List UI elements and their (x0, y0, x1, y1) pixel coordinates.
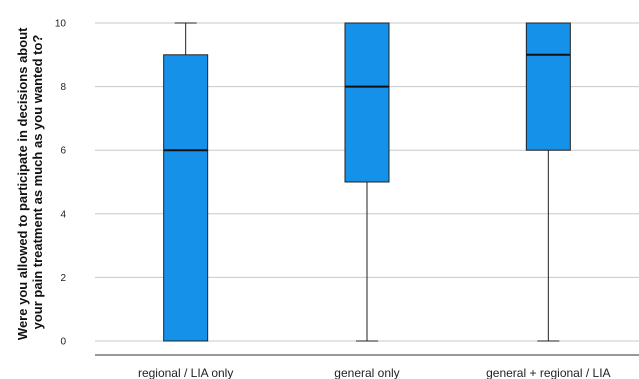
iqr-box (163, 54, 209, 342)
x-category-label: general + regional / LIA (486, 366, 610, 379)
box-group (163, 22, 209, 342)
x-category-label: general only (334, 366, 399, 379)
y-tick-label: 6 (60, 146, 66, 157)
box-group (525, 22, 571, 342)
y-axis-title: Were you allowed to participate in decis… (15, 24, 45, 340)
y-tick-label: 8 (60, 82, 66, 93)
y-tick-labels: 0 2 4 6 8 10 (55, 19, 67, 348)
y-tick-label: 10 (55, 19, 67, 30)
y-tick-label: 4 (60, 209, 66, 220)
x-category-labels: regional / LIA only general only general +… (138, 366, 611, 379)
box-group (344, 22, 390, 342)
x-category-label: regional / LIA only (138, 366, 233, 379)
y-tick-label: 0 (60, 337, 66, 348)
iqr-box (344, 22, 390, 183)
y-axis-title-line-2: your pain treatment as much as you wante… (30, 35, 45, 330)
boxes (163, 22, 571, 342)
y-tick-label: 2 (60, 273, 66, 284)
iqr-box (525, 22, 571, 151)
y-axis-title-line-1: Were you allowed to participate in decis… (15, 27, 30, 340)
